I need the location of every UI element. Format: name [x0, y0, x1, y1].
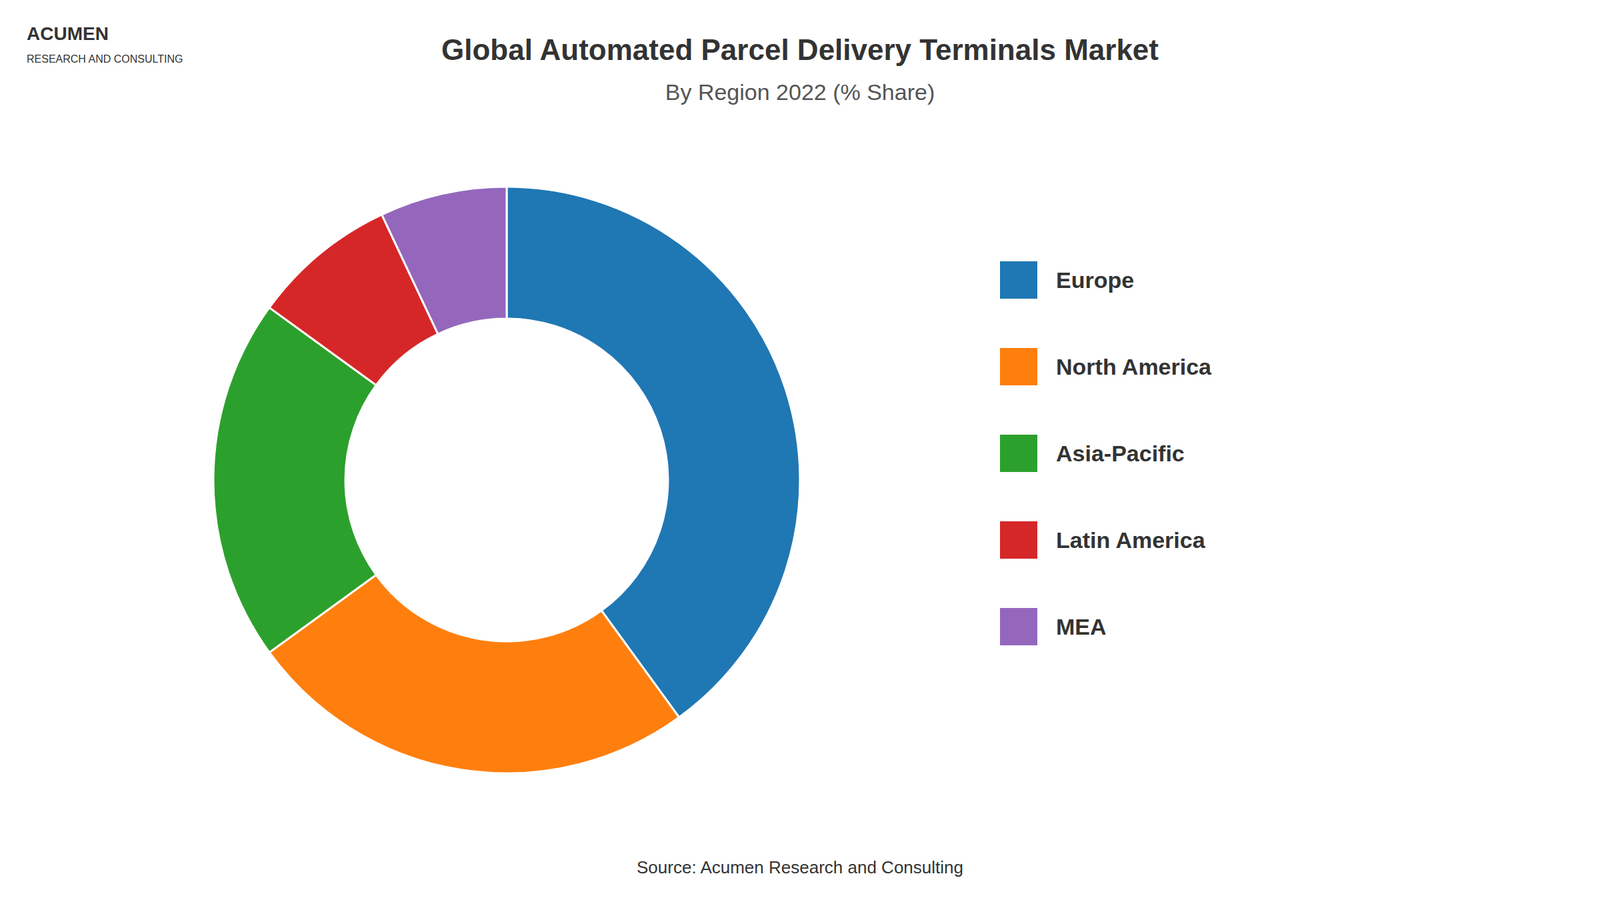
logo-text: ACUMEN	[26, 23, 109, 44]
legend-swatch	[1000, 608, 1038, 646]
legend-label: Asia-Pacific	[1056, 440, 1185, 466]
legend-item: Europe	[1000, 261, 1134, 299]
header: Global Automated Parcel Delivery Termina…	[441, 33, 1159, 105]
legend-item: Asia-Pacific	[1000, 434, 1185, 472]
subtitle: By Region 2022 (% Share)	[665, 79, 935, 105]
legend-swatch	[1000, 348, 1038, 386]
legend-item: North America	[1000, 348, 1212, 386]
legend-item: Latin America	[1000, 521, 1206, 559]
chart-root: Global Automated Parcel Delivery Termina…	[0, 0, 1600, 900]
legend-label: MEA	[1056, 614, 1107, 640]
source-note: Source: Acumen Research and Consulting	[636, 857, 964, 878]
legend-swatch	[1000, 434, 1038, 472]
donut	[213, 186, 800, 774]
legend-swatch	[1000, 261, 1038, 299]
legend-swatch	[1000, 521, 1038, 559]
title: Global Automated Parcel Delivery Termina…	[441, 33, 1159, 66]
legend-label: Latin America	[1056, 527, 1206, 553]
legend-item: MEA	[1000, 608, 1107, 646]
slice	[382, 186, 507, 334]
legend: Europe North America Asia-Pacific Latin Ame…	[1000, 261, 1212, 646]
legend-label: North America	[1056, 354, 1212, 380]
legend-label: Europe	[1056, 267, 1134, 293]
logo-text: RESEARCH AND CONSULTING	[26, 53, 183, 65]
